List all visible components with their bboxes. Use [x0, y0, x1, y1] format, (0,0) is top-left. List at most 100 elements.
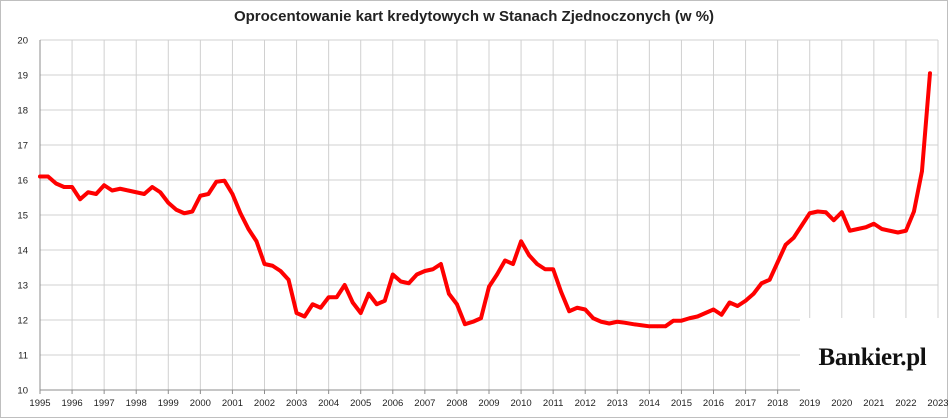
data-point — [246, 227, 251, 231]
series-line-0 — [38, 71, 932, 329]
data-point — [511, 262, 515, 266]
data-point — [599, 319, 604, 324]
y-tick-label: 16 — [17, 176, 28, 187]
y-tick-label: 10 — [17, 386, 28, 397]
data-point — [310, 302, 315, 307]
data-point — [615, 319, 620, 324]
data-point — [695, 314, 700, 319]
data-point — [743, 298, 748, 303]
data-point — [350, 300, 355, 305]
data-point — [270, 263, 275, 268]
data-point — [94, 192, 98, 196]
logo-text: Bankier.pl — [818, 344, 927, 371]
data-point — [182, 211, 187, 216]
data-point — [639, 323, 644, 328]
data-point — [767, 277, 772, 282]
data-point — [262, 262, 267, 266]
y-tick-label: 13 — [17, 281, 28, 292]
data-point — [711, 307, 716, 312]
data-point — [471, 319, 475, 324]
x-tick-label: 2011 — [543, 398, 563, 409]
chart-title: Oprocentowanie kart kredytowych w Stanac… — [233, 8, 715, 25]
data-point — [423, 269, 427, 273]
data-point — [663, 324, 668, 329]
data-point — [631, 322, 636, 327]
data-point — [655, 324, 660, 329]
data-point — [559, 290, 563, 294]
data-point — [815, 209, 820, 214]
data-point — [390, 272, 395, 277]
data-point — [623, 321, 628, 325]
data-point — [848, 228, 852, 233]
data-point — [334, 295, 339, 300]
data-point — [238, 211, 243, 216]
data-point — [78, 197, 82, 202]
data-point — [366, 291, 371, 296]
y-tick-labels: 10 11 12 13 14 15 16 17 18 19 20 — [17, 36, 28, 397]
data-point — [214, 179, 219, 184]
data-point — [872, 221, 876, 226]
x-tick-label: 2017 — [735, 398, 756, 409]
data-point — [62, 185, 66, 189]
data-point — [142, 192, 147, 196]
y-tick-label: 19 — [17, 71, 28, 82]
x-tick-label: 2005 — [350, 398, 371, 409]
axes — [39, 40, 939, 394]
x-tick-label: 2022 — [895, 398, 916, 409]
data-point — [286, 277, 291, 282]
x-tick-label: 2000 — [190, 398, 211, 409]
y-tick-label: 14 — [17, 246, 28, 257]
data-point — [382, 298, 387, 303]
data-point — [856, 227, 860, 231]
x-tick-label: 2003 — [286, 398, 307, 409]
series-group — [38, 71, 932, 329]
x-tick-label: 2018 — [767, 398, 788, 409]
data-point — [102, 183, 106, 188]
data-point — [831, 218, 836, 223]
data-point — [567, 309, 571, 314]
data-point — [503, 258, 507, 263]
x-tick-label: 2020 — [831, 398, 852, 409]
data-point — [150, 185, 155, 189]
y-tick-label: 17 — [17, 141, 28, 152]
data-point — [751, 291, 756, 296]
data-point — [134, 190, 139, 195]
data-point — [447, 291, 451, 296]
x-tick-label: 2008 — [446, 398, 467, 409]
data-point — [374, 302, 379, 307]
data-point — [198, 193, 203, 198]
data-point — [158, 190, 163, 195]
data-point — [86, 190, 90, 195]
data-point — [126, 188, 130, 193]
data-point — [46, 174, 50, 179]
data-point — [607, 321, 612, 326]
data-point — [519, 239, 523, 244]
data-point — [294, 311, 299, 315]
data-point — [230, 192, 235, 196]
data-point — [326, 295, 331, 300]
data-point — [415, 272, 419, 277]
data-point — [527, 253, 531, 258]
data-point — [591, 316, 596, 321]
data-point — [912, 209, 916, 214]
data-point — [358, 311, 363, 315]
data-point — [302, 314, 307, 319]
data-point — [439, 262, 443, 266]
x-tick-label: 1999 — [158, 398, 179, 409]
x-tick-label: 1997 — [94, 398, 115, 409]
data-point — [431, 267, 435, 272]
data-point — [880, 227, 884, 231]
x-tick-label: 2006 — [382, 398, 403, 409]
data-point — [687, 316, 692, 321]
x-tick-label: 2004 — [318, 398, 339, 409]
data-point — [679, 318, 684, 323]
data-point — [455, 302, 459, 307]
data-point — [671, 318, 676, 323]
data-point — [703, 311, 708, 315]
data-point — [174, 207, 179, 212]
data-point — [575, 305, 579, 310]
data-point — [318, 305, 323, 310]
data-point — [583, 307, 588, 312]
data-point — [928, 71, 932, 76]
